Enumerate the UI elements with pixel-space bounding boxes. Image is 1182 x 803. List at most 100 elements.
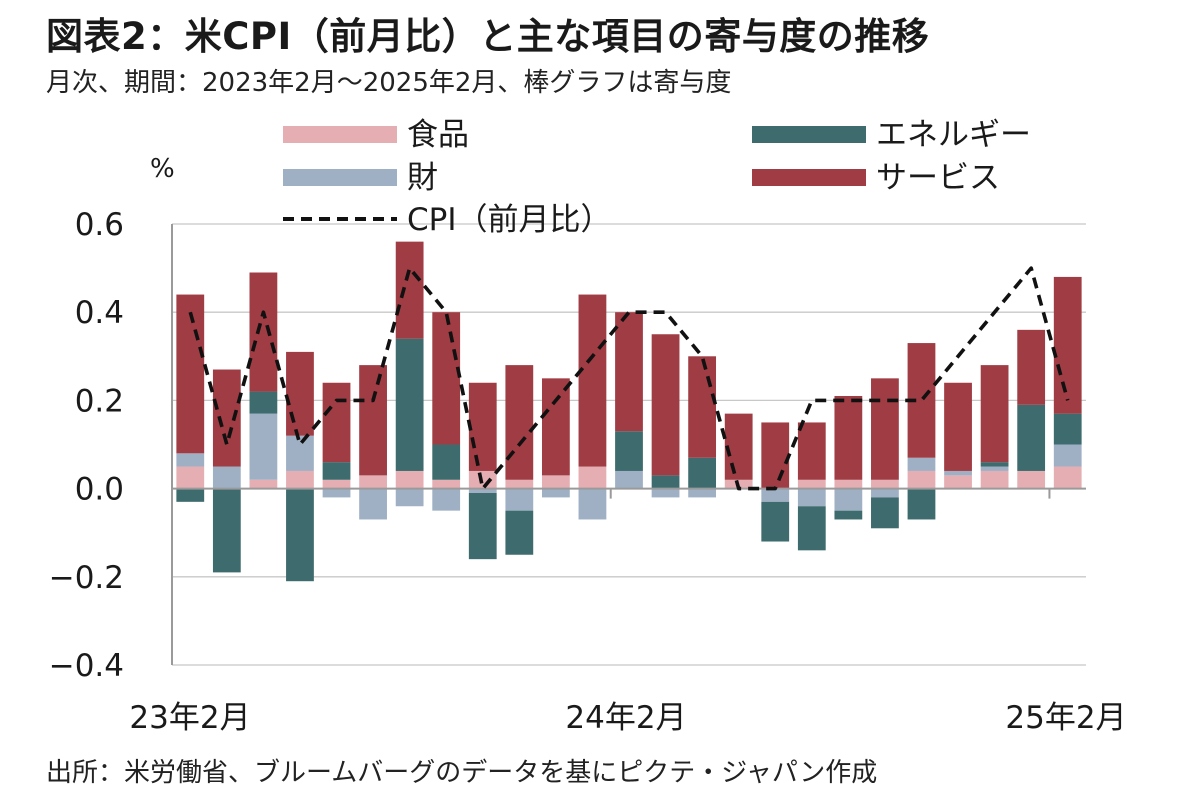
bar-segment [761,422,790,489]
bar-segment [505,479,534,489]
bar-segment [761,488,790,502]
bar-segment [541,488,570,498]
bar-segment [834,510,863,520]
legend-label: 食品 [407,117,469,153]
bar-segment [212,369,241,467]
bar-segment [286,488,314,582]
bar-segment [578,488,607,520]
y-tick-label: −0.4 [49,648,124,684]
bar-segment [432,479,461,489]
x-tick-label: 24年2月 [565,700,686,736]
bar-segment [176,453,205,467]
bar-segment [615,470,643,489]
bar-segment [176,488,205,502]
y-tick-label: 0.4 [75,295,124,331]
bar-segment [834,395,863,480]
source-note: 出所：米労働省、ブルームバーグのデータを基にピクテ・ジャパン作成 [46,758,878,788]
bar-segment [1017,470,1046,489]
bar-segment [1053,276,1082,414]
bar-segment [395,488,424,507]
bar-segment [651,488,680,498]
bar-segment [395,241,424,339]
bar-segment [359,475,387,489]
bar-segment [212,466,241,489]
bar-segment [651,475,680,489]
bar-segment [468,493,497,560]
legend-swatch [752,126,866,143]
bar-segment [1053,413,1082,445]
bar-segment [980,466,1009,471]
legend-swatch [752,169,866,186]
bar-segment [615,312,643,432]
y-tick-label: 0.6 [75,207,124,243]
bar-segment [651,334,680,476]
legend-swatch [283,169,397,186]
bar-segment [1053,444,1082,467]
bar-segment [541,378,570,476]
bar-segment [468,488,497,494]
bars-layer [176,241,1082,582]
bar-segment [871,479,899,489]
bar-segment [907,488,936,520]
legend-label: サービス [876,160,1000,196]
bar-segment [980,462,1009,467]
y-tick-label: 0.0 [75,472,124,508]
bar-segment [359,365,387,476]
bar-segment [359,488,387,520]
bar-segment [432,312,461,445]
y-tick-label: 0.2 [75,383,124,419]
legend-label: エネルギー [876,117,1031,153]
legend-label: 財 [407,160,438,196]
axes-layer [171,224,1086,665]
bar-segment [249,413,278,480]
bar-segment [176,466,205,489]
bar-segment [797,479,826,489]
bar-segment [871,378,899,480]
bar-segment [907,470,936,489]
bar-segment [249,391,278,414]
bar-segment [322,462,351,480]
bar-segment [322,382,351,463]
legend-swatch [283,126,397,143]
bar-segment [212,488,241,573]
chart-subtitle: 月次、期間：2023年2月～2025年2月、棒グラフは寄与度 [46,68,732,98]
bar-segment [286,470,314,489]
bar-segment [688,488,717,498]
bar-segment [505,510,534,555]
bar-segment [432,488,461,511]
bar-segment [541,475,570,489]
x-tick-label: 23年2月 [129,700,250,736]
bar-segment [615,431,643,471]
bar-segment [834,479,863,489]
bar-segment [724,413,753,480]
bar-segment [1017,329,1046,405]
bar-segment [1053,466,1082,489]
bar-segment [505,488,534,511]
chart-title: 図表2：米CPI（前月比）と主な項目の寄与度の推移 [46,15,930,58]
bar-segment [249,272,278,392]
y-tick-label: −0.2 [49,560,124,596]
bar-segment [395,470,424,489]
bar-segment [980,365,1009,463]
bar-segment [980,470,1009,489]
bar-segment [797,506,826,551]
bar-segment [761,501,790,542]
bar-segment [468,382,497,471]
bar-segment [797,422,826,480]
bar-segment [1017,404,1046,471]
bar-segment [944,470,972,476]
bar-segment [176,294,205,454]
legend-label: CPI（前月比） [407,202,611,238]
bar-segment [944,475,972,489]
line-layer [188,266,1070,491]
bar-segment [688,356,717,458]
bar-segment [432,444,461,480]
bar-segment [907,457,936,471]
bar-segment [395,338,424,471]
x-tick-label: 25年2月 [1005,700,1126,736]
bar-segment [249,479,278,489]
bar-segment [797,488,826,507]
